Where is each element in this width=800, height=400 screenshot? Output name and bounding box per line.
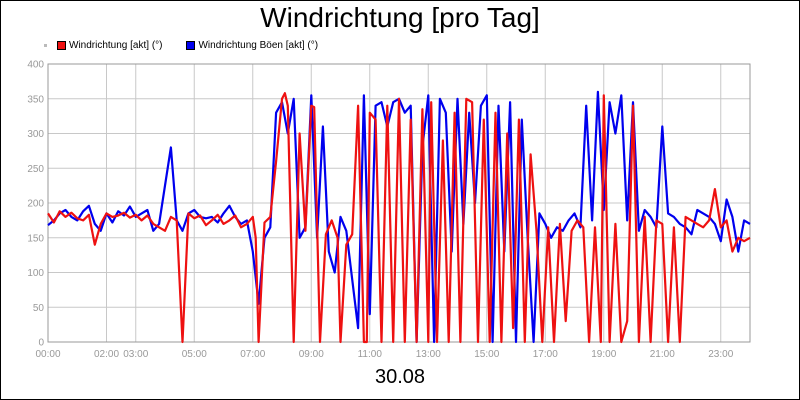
- x-tick-label: 02:00: [94, 349, 119, 360]
- y-tick-label: 50: [33, 303, 45, 314]
- y-tick-label: 150: [27, 233, 44, 244]
- y-tick-label: 300: [27, 129, 44, 140]
- x-tick-label: 21:00: [650, 349, 675, 360]
- y-tick-label: 400: [27, 60, 44, 71]
- legend-marker-icon: [44, 43, 47, 47]
- y-tick-label: 100: [27, 268, 44, 279]
- plot-border: [47, 63, 751, 343]
- x-tick-label: 13:00: [416, 349, 441, 360]
- x-axis-label: 30.08: [374, 366, 426, 388]
- x-tick-label: 15:00: [474, 349, 499, 360]
- x-tick-label: 07:00: [240, 349, 265, 360]
- y-tick-label: 200: [27, 199, 44, 210]
- y-tick-label: 350: [27, 94, 44, 105]
- x-tick-label: 00:00: [35, 349, 60, 360]
- legend-swatch-blue: [186, 40, 196, 50]
- y-tick-label: 250: [27, 164, 44, 175]
- x-tick-label: 23:00: [708, 349, 733, 360]
- chart-title: Windrichtung [pro Tag]: [260, 2, 540, 33]
- x-tick-label: 17:00: [533, 349, 558, 360]
- legend-entry-boeen: Windrichtung Böen [akt] (°): [186, 40, 318, 51]
- x-tick-label: 09:00: [299, 349, 324, 360]
- legend-label-windrichtung: Windrichtung [akt] (°): [69, 39, 163, 51]
- chart-legend: Windrichtung [akt] (°) Windrichtung Böen…: [44, 38, 342, 52]
- x-tick-label: 03:00: [123, 349, 148, 360]
- series-line-windrichtung: [47, 92, 751, 344]
- legend-swatch-red: [57, 40, 66, 50]
- legend-label-boeen: Windrichtung Böen [akt] (°): [198, 39, 319, 51]
- x-tick-label: 05:00: [182, 349, 207, 360]
- legend-entry-windrichtung: Windrichtung [akt] (°): [57, 40, 162, 51]
- y-tick-label: 0: [38, 338, 44, 349]
- x-tick-label: 11:00: [358, 349, 383, 360]
- x-tick-label: 19:00: [591, 349, 616, 360]
